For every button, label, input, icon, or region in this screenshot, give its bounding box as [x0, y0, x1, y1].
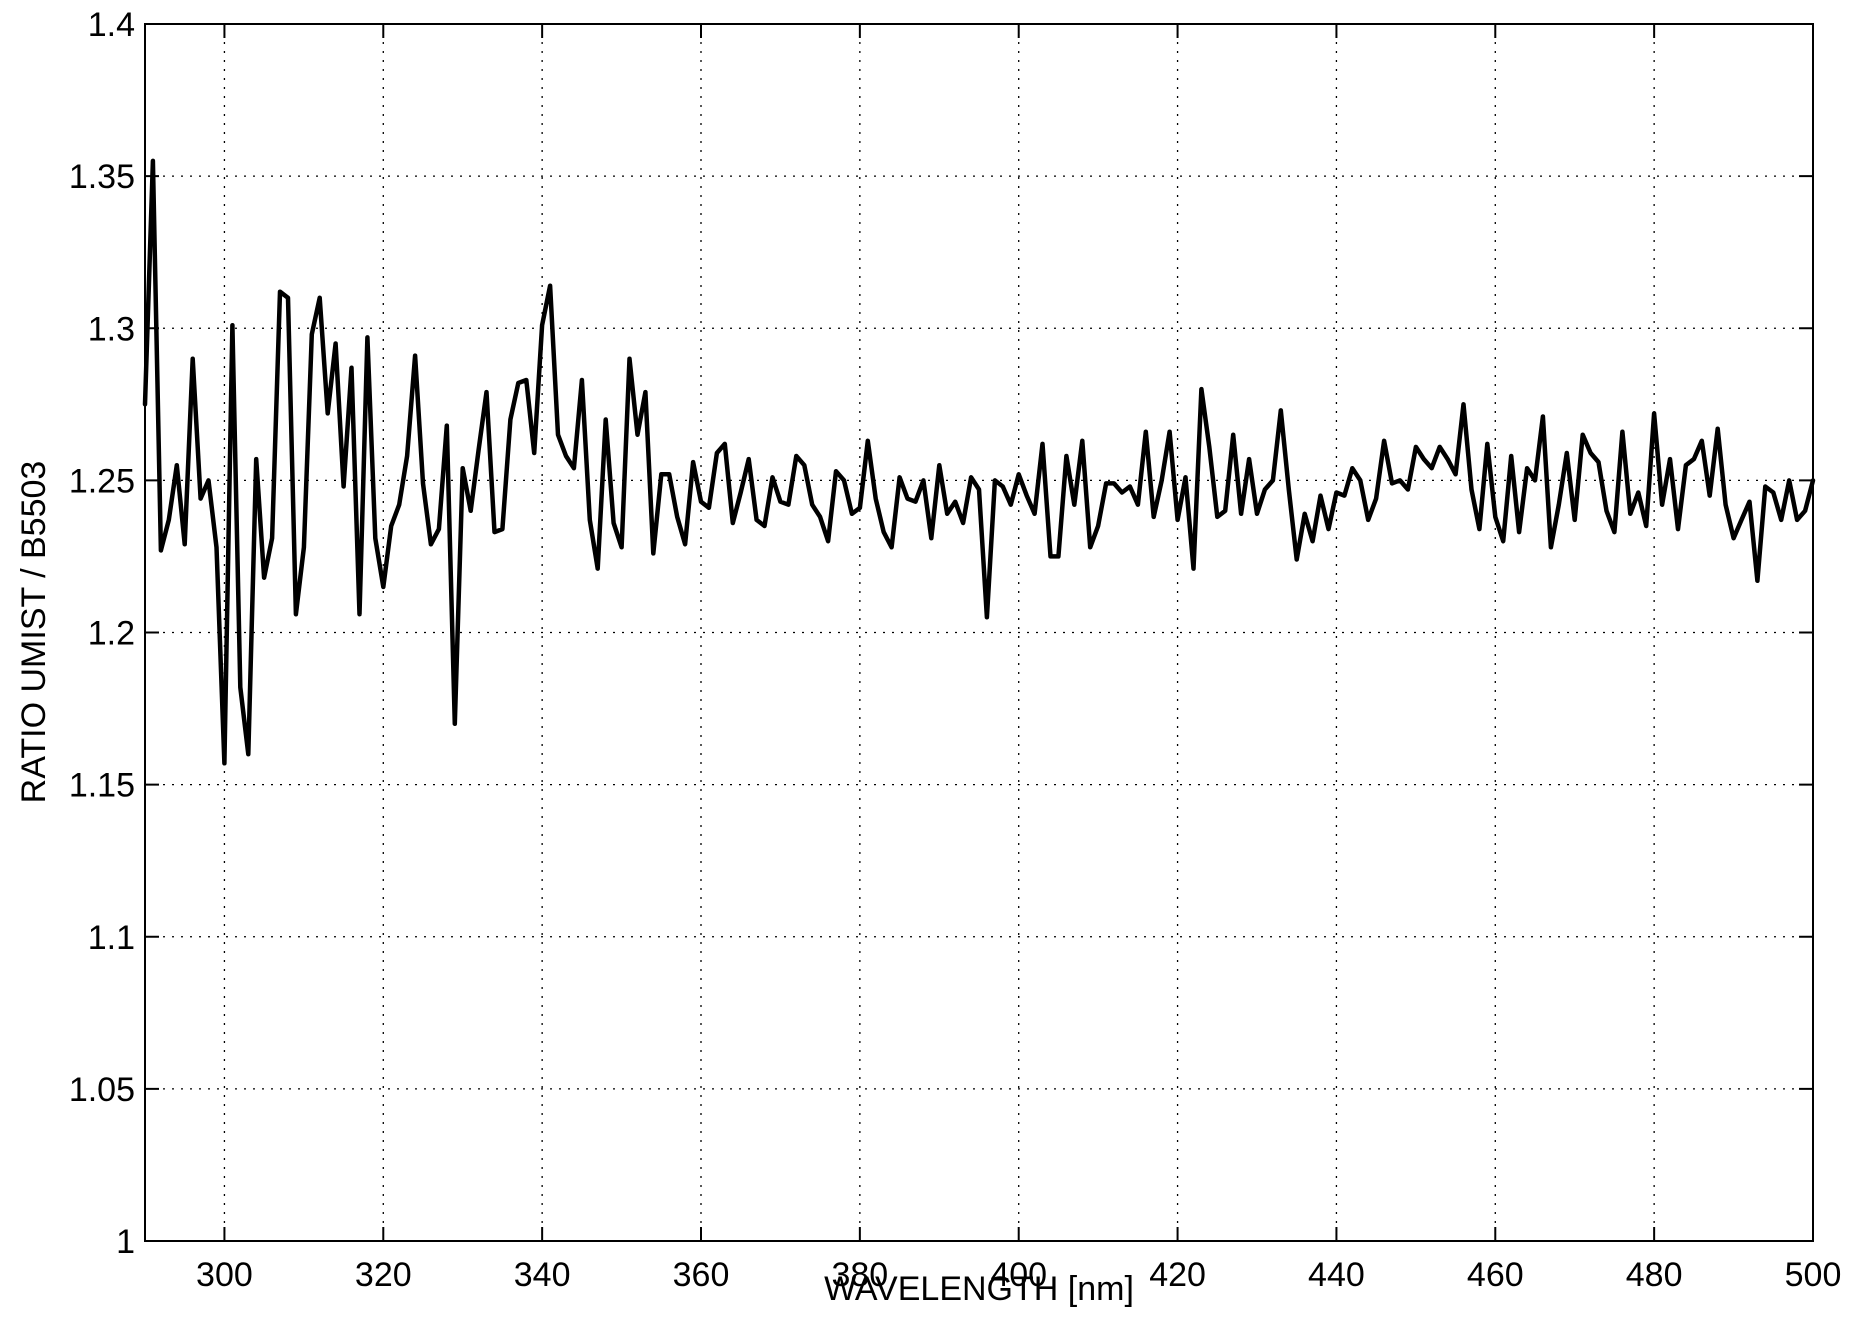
x-tick-label: 400 — [990, 1256, 1047, 1294]
x-tick-label: 440 — [1308, 1256, 1365, 1294]
y-tick-label: 1.05 — [69, 1071, 135, 1109]
series-line-0 — [142, 158, 1816, 766]
grid-lines — [145, 24, 1813, 1241]
y-tick-label: 1.35 — [69, 158, 135, 196]
x-tick-label: 360 — [673, 1256, 730, 1294]
x-tick-label: 380 — [831, 1256, 888, 1294]
y-tick-label: 1.25 — [69, 462, 135, 500]
x-tick-labels: 300 320 340 360 380 400 420 440 460 480 500 — [196, 1256, 1841, 1294]
y-tick-label: 1.2 — [88, 615, 135, 653]
y-tick-label: 1.1 — [88, 919, 135, 957]
x-tick-label: 480 — [1626, 1256, 1683, 1294]
x-tick-label: 500 — [1785, 1256, 1842, 1294]
x-tick-label: 460 — [1467, 1256, 1524, 1294]
x-tick-label: 300 — [196, 1256, 253, 1294]
series-layer — [142, 158, 1816, 766]
x-tick-label: 320 — [355, 1256, 412, 1294]
x-tick-label: 420 — [1149, 1256, 1206, 1294]
y-axis-title: RATIO UMIST / B5503 — [15, 461, 53, 804]
y-tick-label: 1 — [116, 1223, 135, 1261]
y-tick-label: 1.3 — [88, 310, 135, 348]
y-tick-label: 1.15 — [69, 767, 135, 805]
y-tick-labels: 1 1.05 1.1 1.15 1.2 1.25 1.3 1.35 1.4 — [69, 6, 135, 1261]
x-tick-label: 340 — [514, 1256, 571, 1294]
y-tick-label: 1.4 — [88, 6, 135, 44]
plot-frame — [144, 23, 1814, 1242]
axis-ticks — [145, 23, 1814, 1242]
x-axis-title: WAVELENGTH [nm] — [824, 1270, 1134, 1308]
